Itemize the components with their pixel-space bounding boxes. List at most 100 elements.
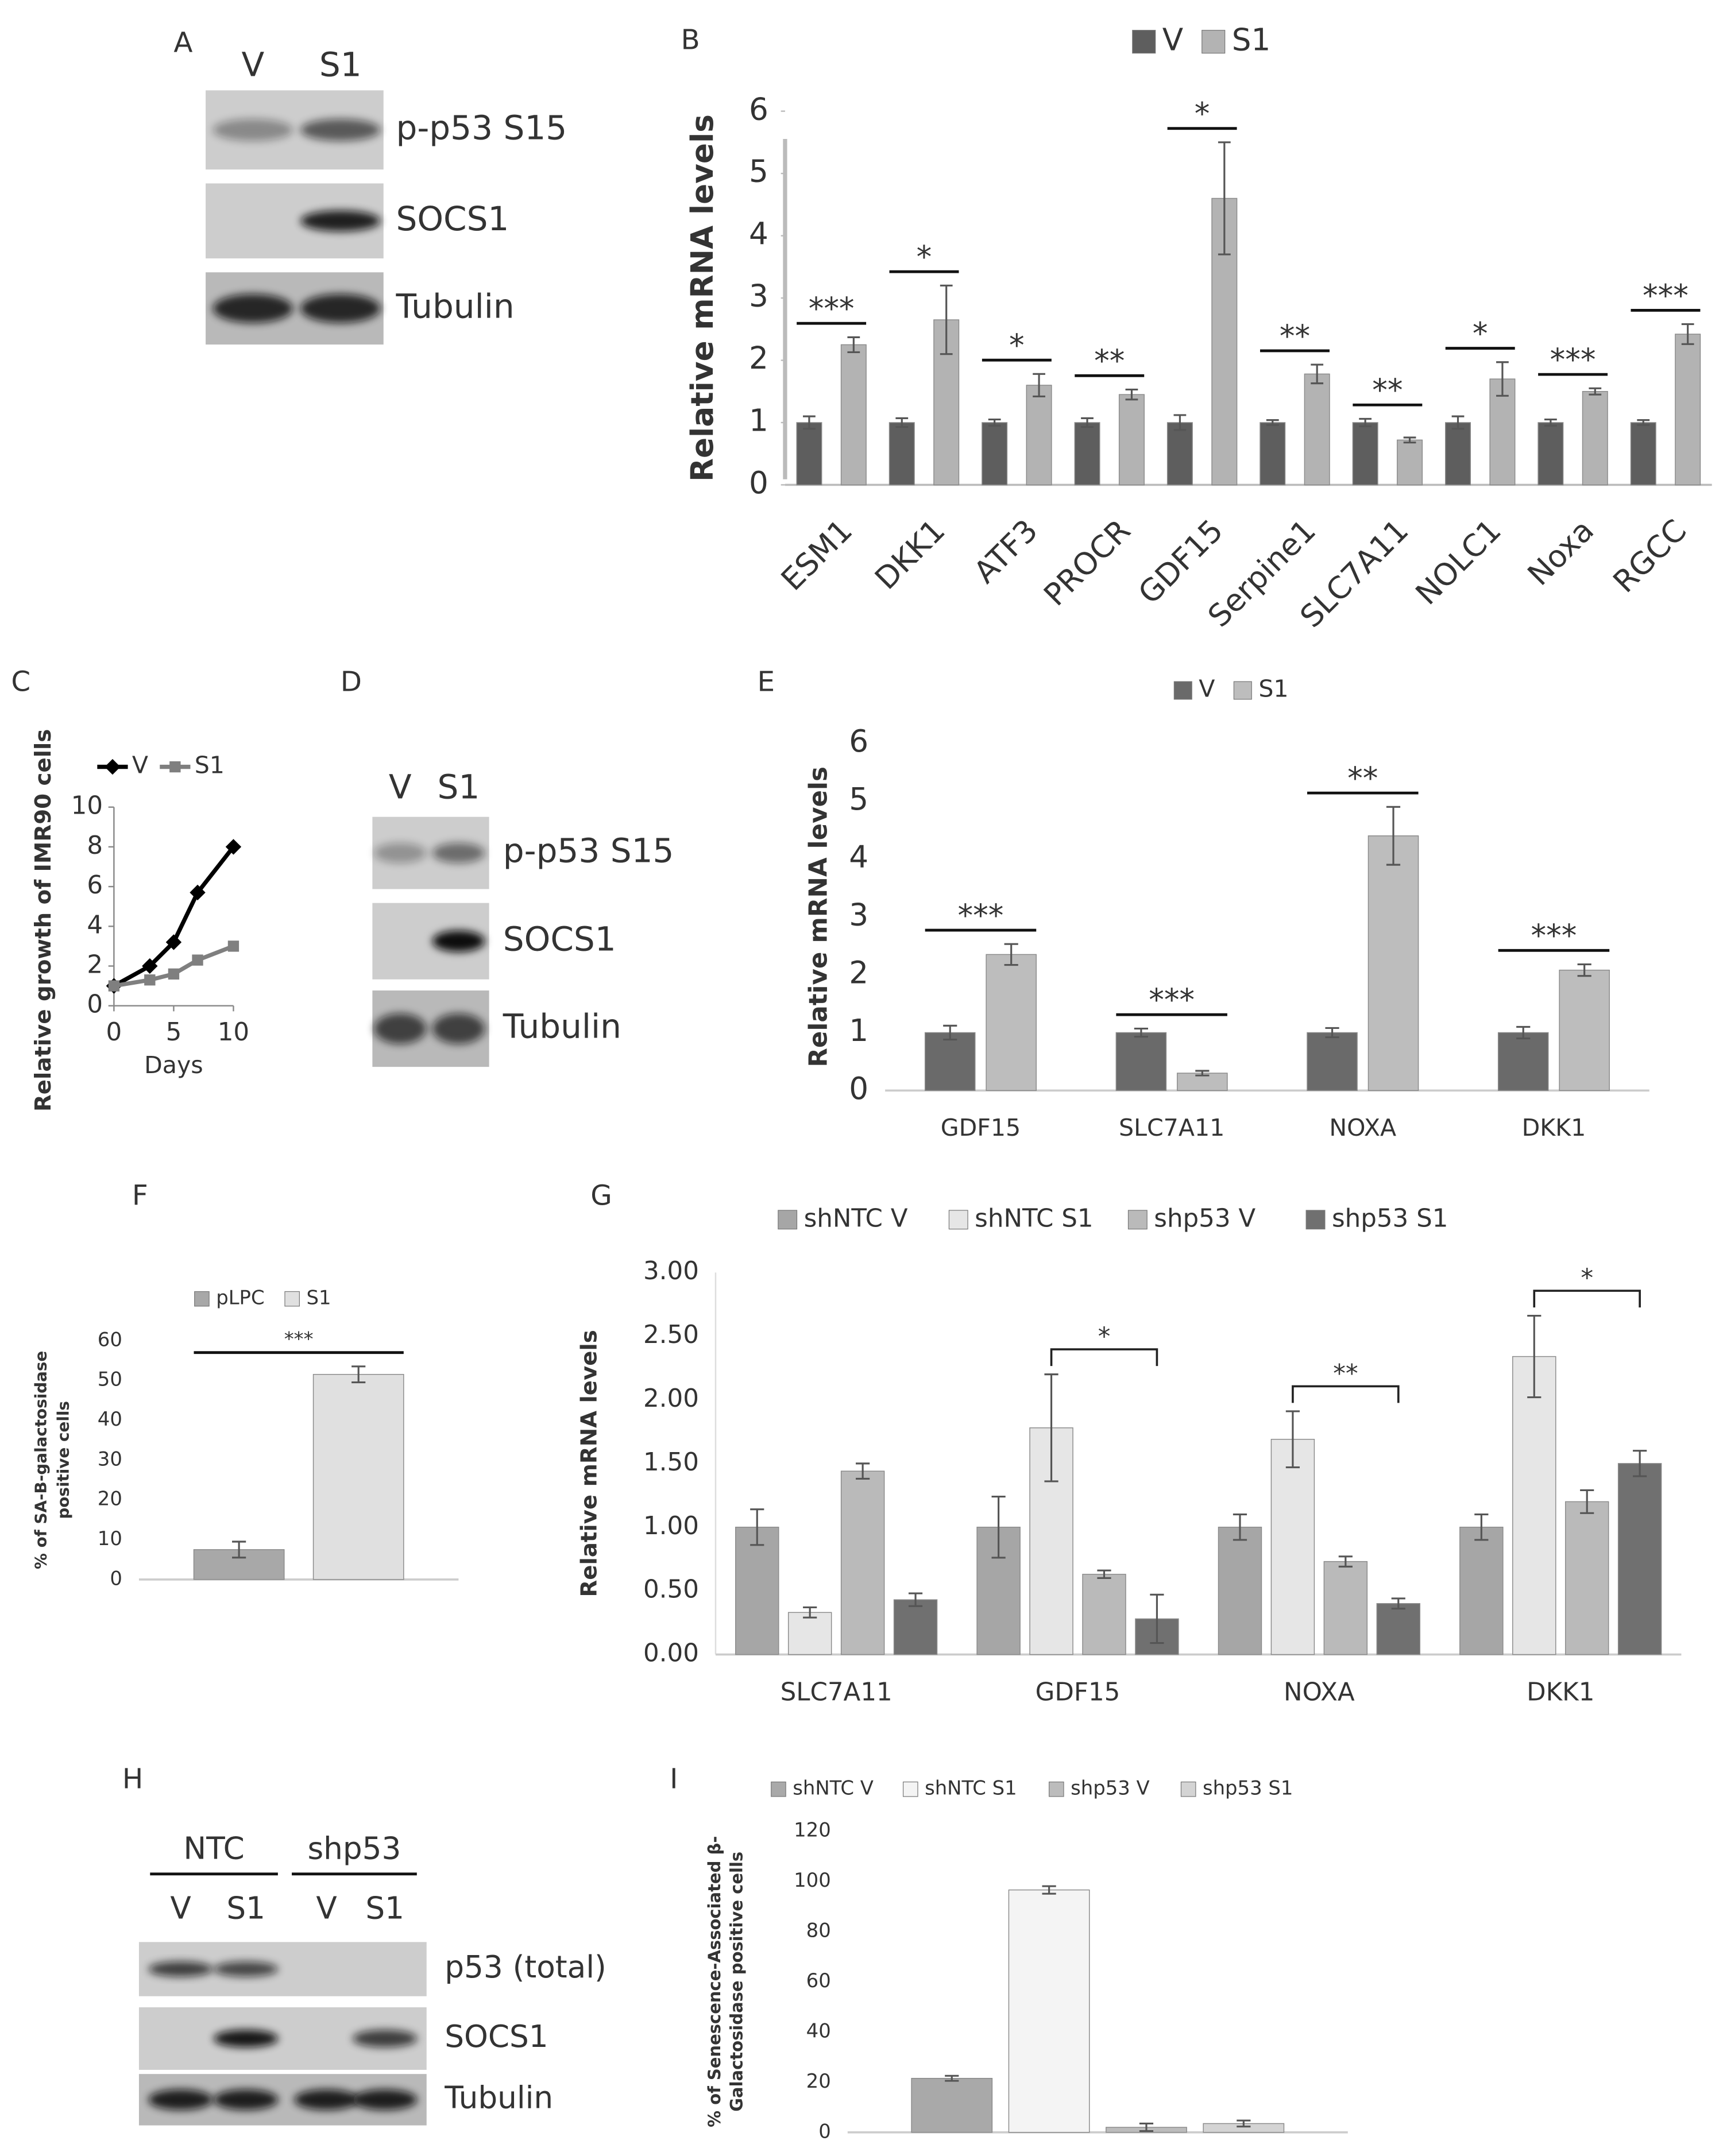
lane-label: V [389, 767, 412, 806]
x-tick-label: NOXA [1329, 1114, 1396, 1141]
error-bar [1285, 1410, 1300, 1469]
significance-label: * [1581, 1264, 1593, 1293]
blot-band [300, 210, 381, 232]
blot-band [432, 842, 485, 864]
y-tick-label: 20 [98, 1488, 122, 1510]
error-bar [940, 284, 953, 355]
bar [893, 1599, 938, 1655]
y-tick-label: 0.00 [643, 1639, 699, 1668]
legend-label: pLPC [216, 1287, 264, 1309]
point [144, 974, 156, 986]
lane-label: S1 [319, 45, 362, 84]
x-tick-label: SLC7A11 [1119, 1114, 1224, 1141]
panel-label: E [758, 665, 775, 698]
bar [840, 1470, 885, 1655]
y-tick-label: 0 [818, 2120, 831, 2142]
bar [1082, 1574, 1126, 1655]
lane-label: S1 [437, 767, 480, 806]
bar [1445, 422, 1471, 486]
y-tick-label: 40 [98, 1408, 122, 1430]
blot-band [300, 294, 381, 323]
panel-label: G [590, 1180, 612, 1212]
legend-swatch [771, 1781, 786, 1797]
error-bar [803, 415, 816, 430]
significance-bracket [1050, 1348, 1158, 1367]
bar [312, 1373, 404, 1580]
blot-band [294, 2089, 359, 2110]
significance-label: *** [809, 291, 855, 327]
x-tick-label: RGCC [1606, 513, 1694, 600]
bar [1497, 1032, 1549, 1091]
y-tick-label: 3 [749, 278, 768, 314]
legend-label: V [1199, 675, 1215, 703]
legend-label: S1 [1258, 675, 1288, 703]
error-bar [1033, 373, 1045, 397]
x-tick-label: 10 [218, 1018, 249, 1047]
y-tick-label: 4 [849, 839, 868, 875]
significance-label: *** [1149, 982, 1195, 1018]
significance-label: *** [1643, 278, 1689, 313]
legend-swatch [1132, 30, 1156, 54]
significance-label: *** [284, 1327, 314, 1350]
error-bar [1474, 1514, 1489, 1541]
blot-band [213, 1961, 279, 1977]
panel-label: C [11, 665, 30, 698]
x-tick-label: 0 [106, 1018, 122, 1047]
error-bar [1544, 418, 1557, 427]
error-bar [1097, 1569, 1111, 1580]
error-bar [1237, 2119, 1251, 2128]
point [227, 940, 239, 952]
y-axis-label: Relative mRNA levels [804, 767, 833, 1067]
legend-label: S1 [306, 1287, 331, 1309]
y-tick-label: 3 [849, 897, 868, 932]
bar [1630, 422, 1656, 486]
legend-swatch [194, 1291, 210, 1307]
y-tick-label: 60 [98, 1328, 122, 1350]
bar [1307, 1032, 1358, 1091]
error-bar [1338, 1555, 1353, 1568]
significance-bracket [1292, 1385, 1400, 1403]
error-bar [351, 1365, 366, 1384]
legend-swatch [1202, 30, 1226, 54]
bar [1512, 1356, 1556, 1655]
significance-label: * [917, 239, 932, 275]
y-tick-label: 30 [98, 1447, 122, 1470]
blot-band [432, 930, 485, 952]
y-tick-label: 0.50 [643, 1576, 699, 1604]
x-axis-label: Days [144, 1051, 203, 1079]
lane-label: V [241, 45, 264, 84]
error-bar [945, 2074, 959, 2082]
error-bar [1681, 323, 1694, 345]
error-bar [1496, 361, 1509, 397]
bar [1397, 439, 1423, 486]
y-axis-label: Relative mRNA levels [577, 1330, 602, 1597]
error-bar [1266, 419, 1279, 426]
x-tick-label: GDF15 [941, 1114, 1021, 1141]
y-tick-label: 10 [98, 1527, 122, 1550]
legend-swatch [1127, 1210, 1148, 1230]
error-bar [988, 418, 1001, 427]
bar [888, 422, 915, 486]
panel-label: A [173, 27, 192, 59]
lane-label: V [316, 1890, 337, 1926]
significance-label: ** [1372, 373, 1403, 408]
lane-label: V [170, 1890, 191, 1926]
significance-label: *** [1550, 342, 1596, 378]
error-bar [1386, 806, 1401, 866]
error-bar [232, 1540, 246, 1559]
legend-label: V [1162, 22, 1183, 57]
legend-swatch [948, 1210, 968, 1230]
y-tick-label: 80 [806, 1919, 831, 1941]
bar [1270, 1439, 1315, 1655]
significance-label: * [1098, 1323, 1111, 1352]
significance-label: *** [958, 898, 1004, 934]
bar [1352, 422, 1378, 486]
point [190, 884, 206, 901]
significance-label: *** [1531, 918, 1577, 954]
bar [735, 1527, 779, 1655]
x-tick-label: DKK1 [1527, 1678, 1594, 1706]
bar [1582, 391, 1608, 486]
y-tick-label: 50 [98, 1368, 122, 1391]
bar [911, 2078, 993, 2133]
